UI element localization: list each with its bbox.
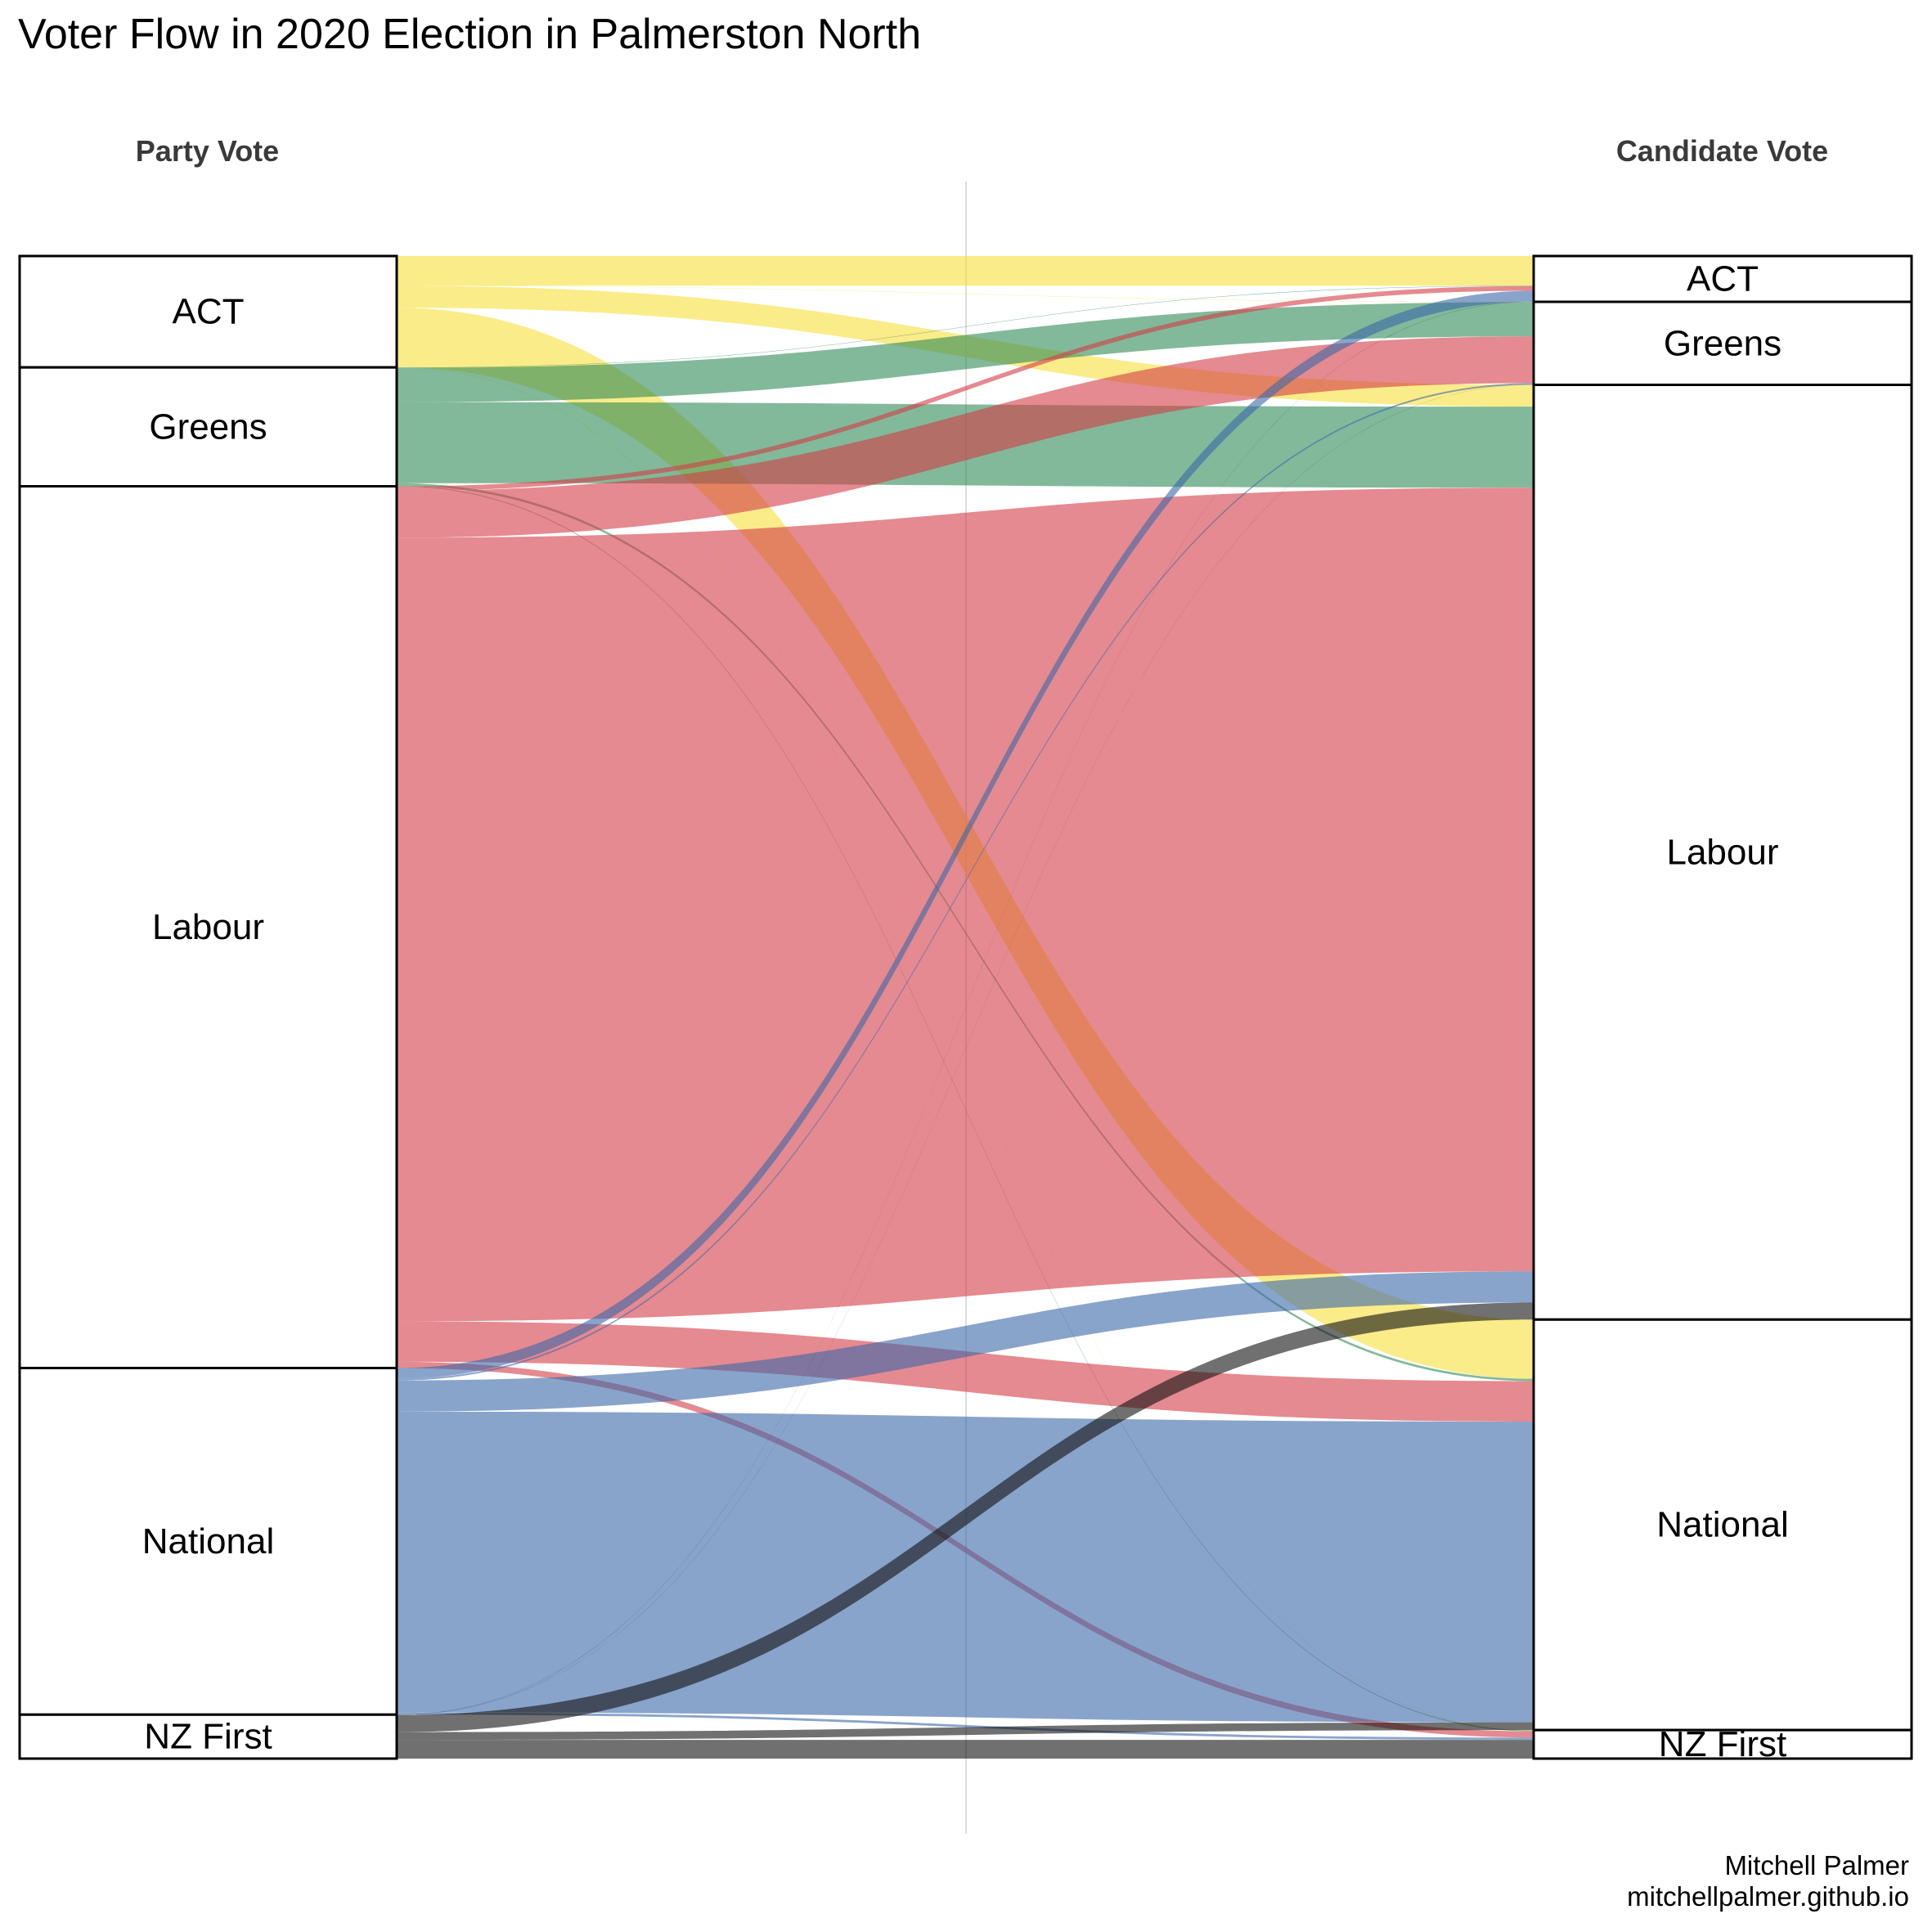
left-node-labour	[18, 485, 398, 1370]
right-node-label-act: ACT	[1687, 258, 1759, 299]
credit-name: Mitchell Palmer	[1724, 1850, 1909, 1880]
nodes-layer: ACT Greens Labour National NZ First ACT Greens…	[18, 254, 1913, 1764]
right-node-label-nz-first: NZ First	[1659, 1724, 1786, 1764]
flow-greens-to-greens	[397, 302, 1534, 402]
flow-labour-to-labour	[397, 487, 1534, 1322]
flow-act-to-act	[397, 256, 1534, 286]
flow-nz-first-to-national	[397, 1722, 1534, 1741]
chart-title: Voter Flow in 2020 Election in Palmersto…	[18, 11, 922, 58]
flow-national-to-greens	[397, 383, 1534, 1381]
flow-national-to-national	[397, 1411, 1534, 1723]
left-node-label-greens: Greens	[149, 407, 267, 447]
left-node-act	[18, 254, 398, 369]
right-node-labour	[1532, 384, 1913, 1321]
left-node-label-labour: Labour	[152, 907, 264, 947]
left-node-label-act: ACT	[173, 292, 245, 332]
flow-labour-to-greens	[397, 336, 1534, 538]
right-node-greens	[1532, 300, 1913, 387]
flow-nz-first-to-nz-first	[397, 1740, 1534, 1759]
left-node-nz-first	[18, 1713, 398, 1760]
left-node-label-nz-first: NZ First	[144, 1717, 272, 1757]
left-node-label-national: National	[142, 1521, 274, 1561]
flows-layer	[397, 256, 1534, 1759]
right-axis-label: Candidate Vote	[1615, 134, 1829, 168]
flow-labour-to-act	[397, 285, 1534, 492]
flow-nz-first-to-labour	[397, 1302, 1534, 1732]
credit-url: mitchellpalmer.github.io	[1627, 1881, 1909, 1912]
left-node-greens	[18, 366, 398, 488]
credit: Mitchell Palmer mitchellpalmer.github.io	[1627, 1850, 1909, 1912]
flow-national-to-labour	[397, 1271, 1534, 1412]
right-node-national	[1532, 1318, 1913, 1732]
flow-nz-first-to-act	[397, 301, 1534, 1715]
flow-greens-to-act	[397, 285, 1534, 368]
flow-act-to-greens	[397, 285, 1534, 303]
flow-national-to-nz-first	[397, 1712, 1534, 1741]
left-node-national	[18, 1367, 398, 1716]
right-node-nz-first	[1532, 1728, 1913, 1760]
flow-labour-to-national	[397, 1321, 1534, 1422]
flow-national-to-act	[397, 290, 1534, 1379]
right-node-label-labour: Labour	[1666, 832, 1778, 872]
right-node-label-national: National	[1656, 1505, 1788, 1545]
right-node-label-greens: Greens	[1664, 323, 1781, 363]
flow-nz-first-to-greens	[397, 384, 1534, 1715]
left-axis-label: Party Vote	[135, 134, 280, 168]
